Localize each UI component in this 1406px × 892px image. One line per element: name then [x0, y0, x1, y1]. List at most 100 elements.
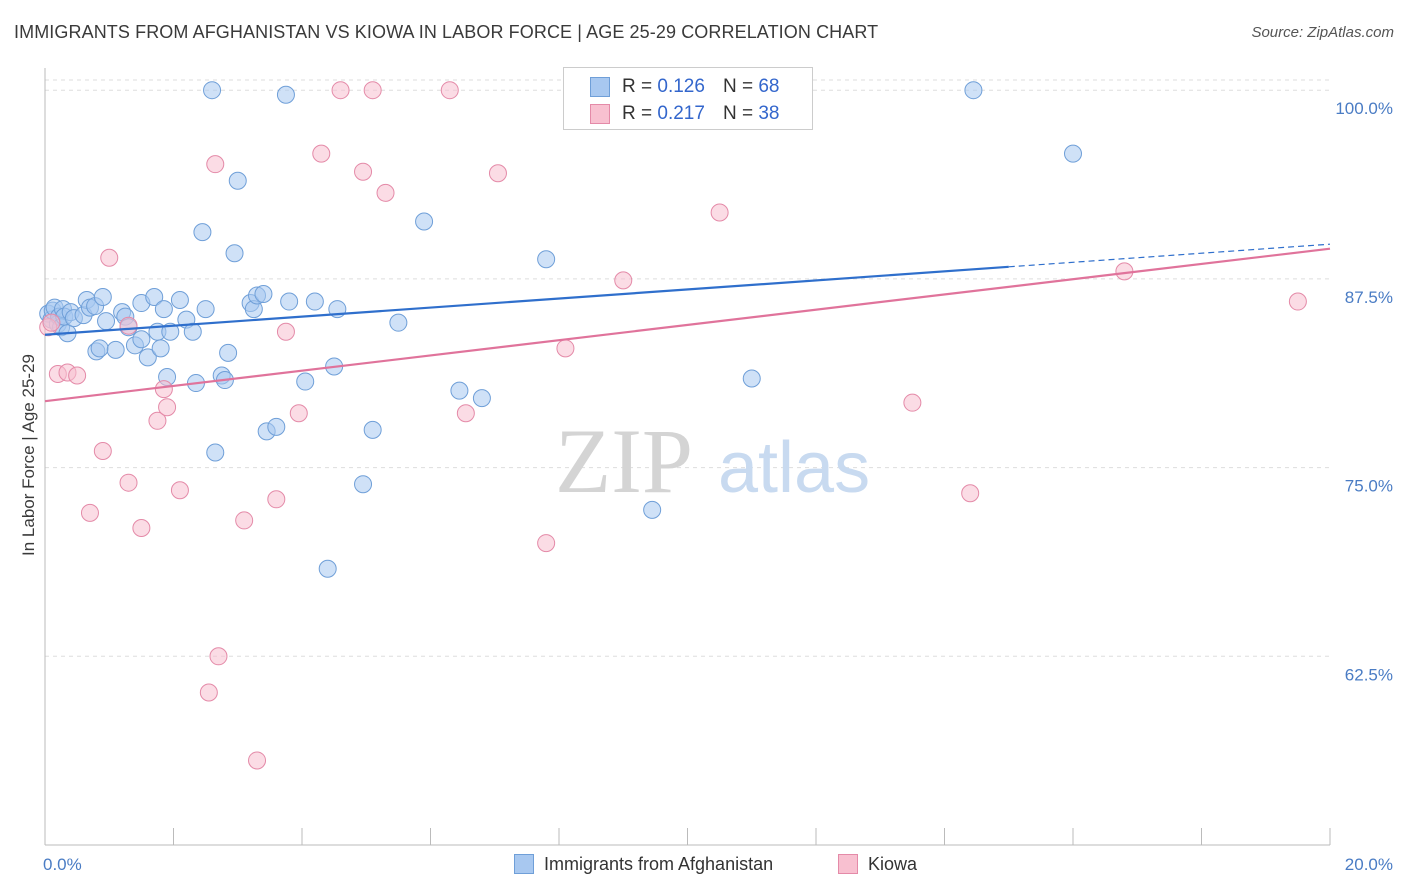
data-points [39, 81, 1307, 770]
point-afghanistan [203, 81, 222, 100]
point-kiowa [206, 155, 225, 174]
point-kiowa [312, 144, 331, 163]
trend-line-kiowa [44, 247, 1331, 403]
point-kiowa [537, 534, 556, 553]
point-kiowa [376, 183, 395, 202]
point-afghanistan [193, 223, 212, 242]
point-afghanistan [132, 330, 151, 349]
bottom-legend-kiowa: Kiowa [838, 852, 917, 876]
legend-n-label: N = [722, 76, 754, 97]
watermark-zip: ZIP [555, 410, 693, 512]
point-afghanistan [363, 420, 382, 439]
bottom-legend-label-afghanistan: Immigrants from Afghanistan [544, 853, 774, 874]
point-kiowa [132, 518, 151, 537]
point-afghanistan [93, 288, 112, 307]
point-afghanistan [219, 343, 238, 362]
point-afghanistan [138, 348, 157, 367]
axes [44, 68, 1331, 846]
trend-line-afghanistan [44, 265, 1009, 336]
point-afghanistan [472, 389, 491, 408]
point-afghanistan [228, 171, 247, 190]
point-afghanistan [389, 313, 408, 332]
source-label: Source: ZipAtlas.com [1251, 24, 1394, 41]
watermark: ZIP atlas [555, 410, 870, 512]
point-afghanistan [106, 340, 125, 359]
bottom-legend-afghanistan: Immigrants from Afghanistan [514, 852, 773, 876]
point-kiowa [100, 248, 119, 267]
legend-row-kiowa: R = 0.217 N = 38 [590, 102, 779, 126]
point-afghanistan [90, 339, 109, 358]
point-kiowa [199, 683, 218, 702]
point-afghanistan [276, 85, 295, 104]
point-afghanistan [296, 372, 315, 391]
y-tick-label: 62.5% [1345, 665, 1393, 684]
point-kiowa [148, 411, 167, 430]
legend-r-label: R = [622, 103, 653, 124]
y-tick-label: 100.0% [1335, 99, 1393, 118]
point-kiowa [354, 162, 373, 181]
point-afghanistan [161, 322, 180, 341]
point-afghanistan [964, 81, 983, 100]
legend-r-value: 0.217 [657, 103, 705, 124]
point-afghanistan [154, 300, 173, 319]
point-afghanistan [183, 322, 202, 341]
point-afghanistan [305, 292, 324, 311]
point-afghanistan [145, 288, 164, 307]
point-kiowa [556, 339, 575, 358]
point-kiowa [80, 503, 99, 522]
point-kiowa [267, 490, 286, 509]
bottom-legend-label-kiowa: Kiowa [868, 853, 918, 874]
point-afghanistan [196, 300, 215, 319]
point-afghanistan [151, 339, 170, 358]
point-kiowa [119, 473, 138, 492]
tick-labels: 100.0% 87.5% 75.0% 62.5% 0.0% 20.0% [43, 99, 1393, 874]
point-kiowa [276, 322, 295, 341]
legend-swatch-kiowa [590, 104, 610, 124]
bottom-legend-swatch-kiowa [838, 854, 858, 874]
point-afghanistan [225, 244, 244, 263]
point-kiowa [42, 313, 61, 332]
point-afghanistan [318, 559, 337, 578]
y-tick-label: 87.5% [1345, 288, 1393, 307]
point-afghanistan [450, 381, 469, 400]
legend-r-value: 0.126 [657, 76, 705, 97]
trend-lines [44, 243, 1331, 403]
legend-swatch-afghanistan [590, 77, 610, 97]
point-kiowa [456, 404, 475, 423]
point-kiowa [1288, 292, 1307, 311]
point-afghanistan [643, 500, 662, 519]
y-tick-label: 75.0% [1345, 477, 1393, 496]
y-axis-label: In Labor Force | Age 25-29 [19, 354, 38, 556]
point-kiowa [248, 751, 267, 770]
legend-n-value: 38 [758, 103, 780, 124]
x-tick-label: 0.0% [43, 855, 82, 874]
point-afghanistan [354, 475, 373, 494]
grid-lines [45, 79, 1330, 657]
legend-n-value: 68 [758, 76, 780, 97]
point-kiowa [235, 511, 254, 530]
point-afghanistan [415, 212, 434, 231]
point-kiowa [614, 271, 633, 290]
legend-r-label: R = [622, 76, 653, 97]
point-kiowa [961, 484, 980, 503]
point-kiowa [209, 647, 228, 666]
point-kiowa [93, 441, 112, 460]
point-kiowa [119, 316, 138, 335]
point-kiowa [154, 380, 173, 399]
legend-row-afghanistan: R = 0.126 N = 68 [590, 75, 779, 99]
point-kiowa [903, 393, 922, 412]
point-afghanistan [254, 284, 273, 303]
point-kiowa [488, 164, 507, 183]
point-afghanistan [1064, 144, 1082, 163]
point-kiowa [289, 404, 308, 423]
bottom-legend-swatch-afghanistan [514, 854, 534, 874]
point-afghanistan [742, 369, 761, 388]
legend: R = 0.126 N = 68 R = 0.217 N = 38 [563, 67, 813, 130]
point-kiowa [331, 81, 350, 100]
point-kiowa [158, 398, 177, 417]
point-afghanistan [97, 312, 116, 331]
point-afghanistan [170, 291, 189, 310]
point-afghanistan [537, 250, 556, 269]
point-afghanistan [267, 417, 286, 436]
